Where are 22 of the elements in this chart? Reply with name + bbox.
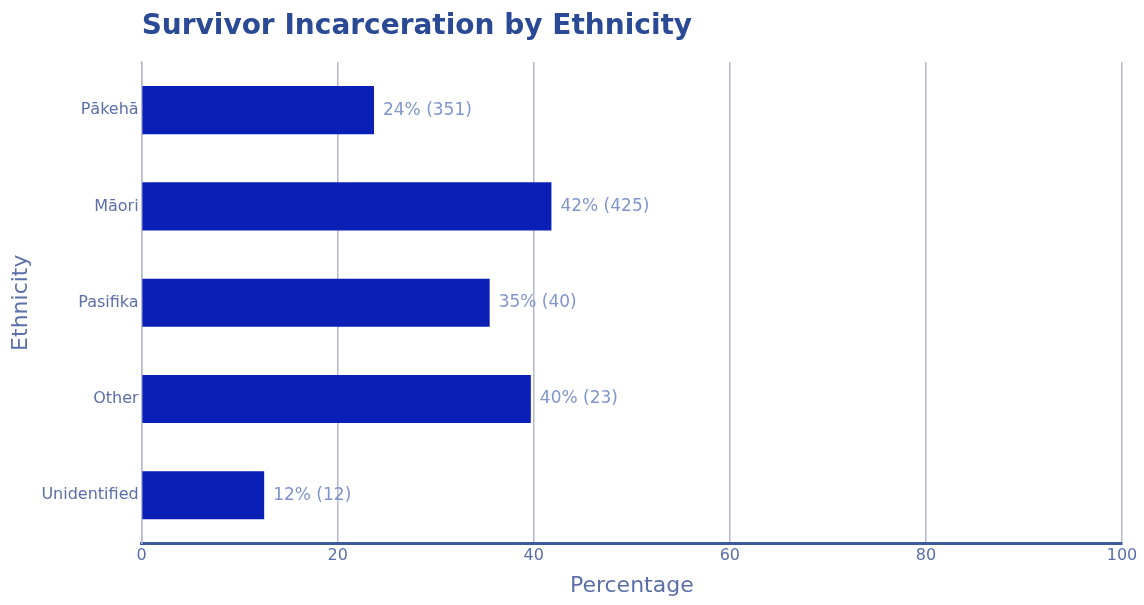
x-axis-title: Percentage <box>569 571 694 597</box>
y-tick-label: Other <box>93 388 140 408</box>
x-tick-label: 0 <box>136 545 147 565</box>
chart-title: Survivor Incarceration by Ethnicity <box>141 8 693 41</box>
y-tick-label: Unidentified <box>41 484 139 504</box>
x-tick-label: 100 <box>1106 545 1138 565</box>
y-axis-title: Ethnicity <box>6 254 32 351</box>
bar <box>142 374 531 424</box>
y-tick-label: Māori <box>94 195 139 215</box>
bar <box>142 471 265 520</box>
bar <box>142 182 552 231</box>
bar <box>142 278 490 327</box>
y-tick-label: Pākehā <box>80 99 139 119</box>
data-label: 40% (23) <box>539 387 618 408</box>
data-label: 24% (351) <box>382 98 472 119</box>
data-label: 42% (425) <box>560 194 650 215</box>
y-tick-label: Pasifika <box>78 291 139 311</box>
x-tick-label: 60 <box>719 545 741 565</box>
x-tick-label: 80 <box>915 545 937 565</box>
bar <box>142 86 374 135</box>
x-tick-label: 40 <box>523 545 544 565</box>
x-tick-label: 20 <box>327 545 348 565</box>
